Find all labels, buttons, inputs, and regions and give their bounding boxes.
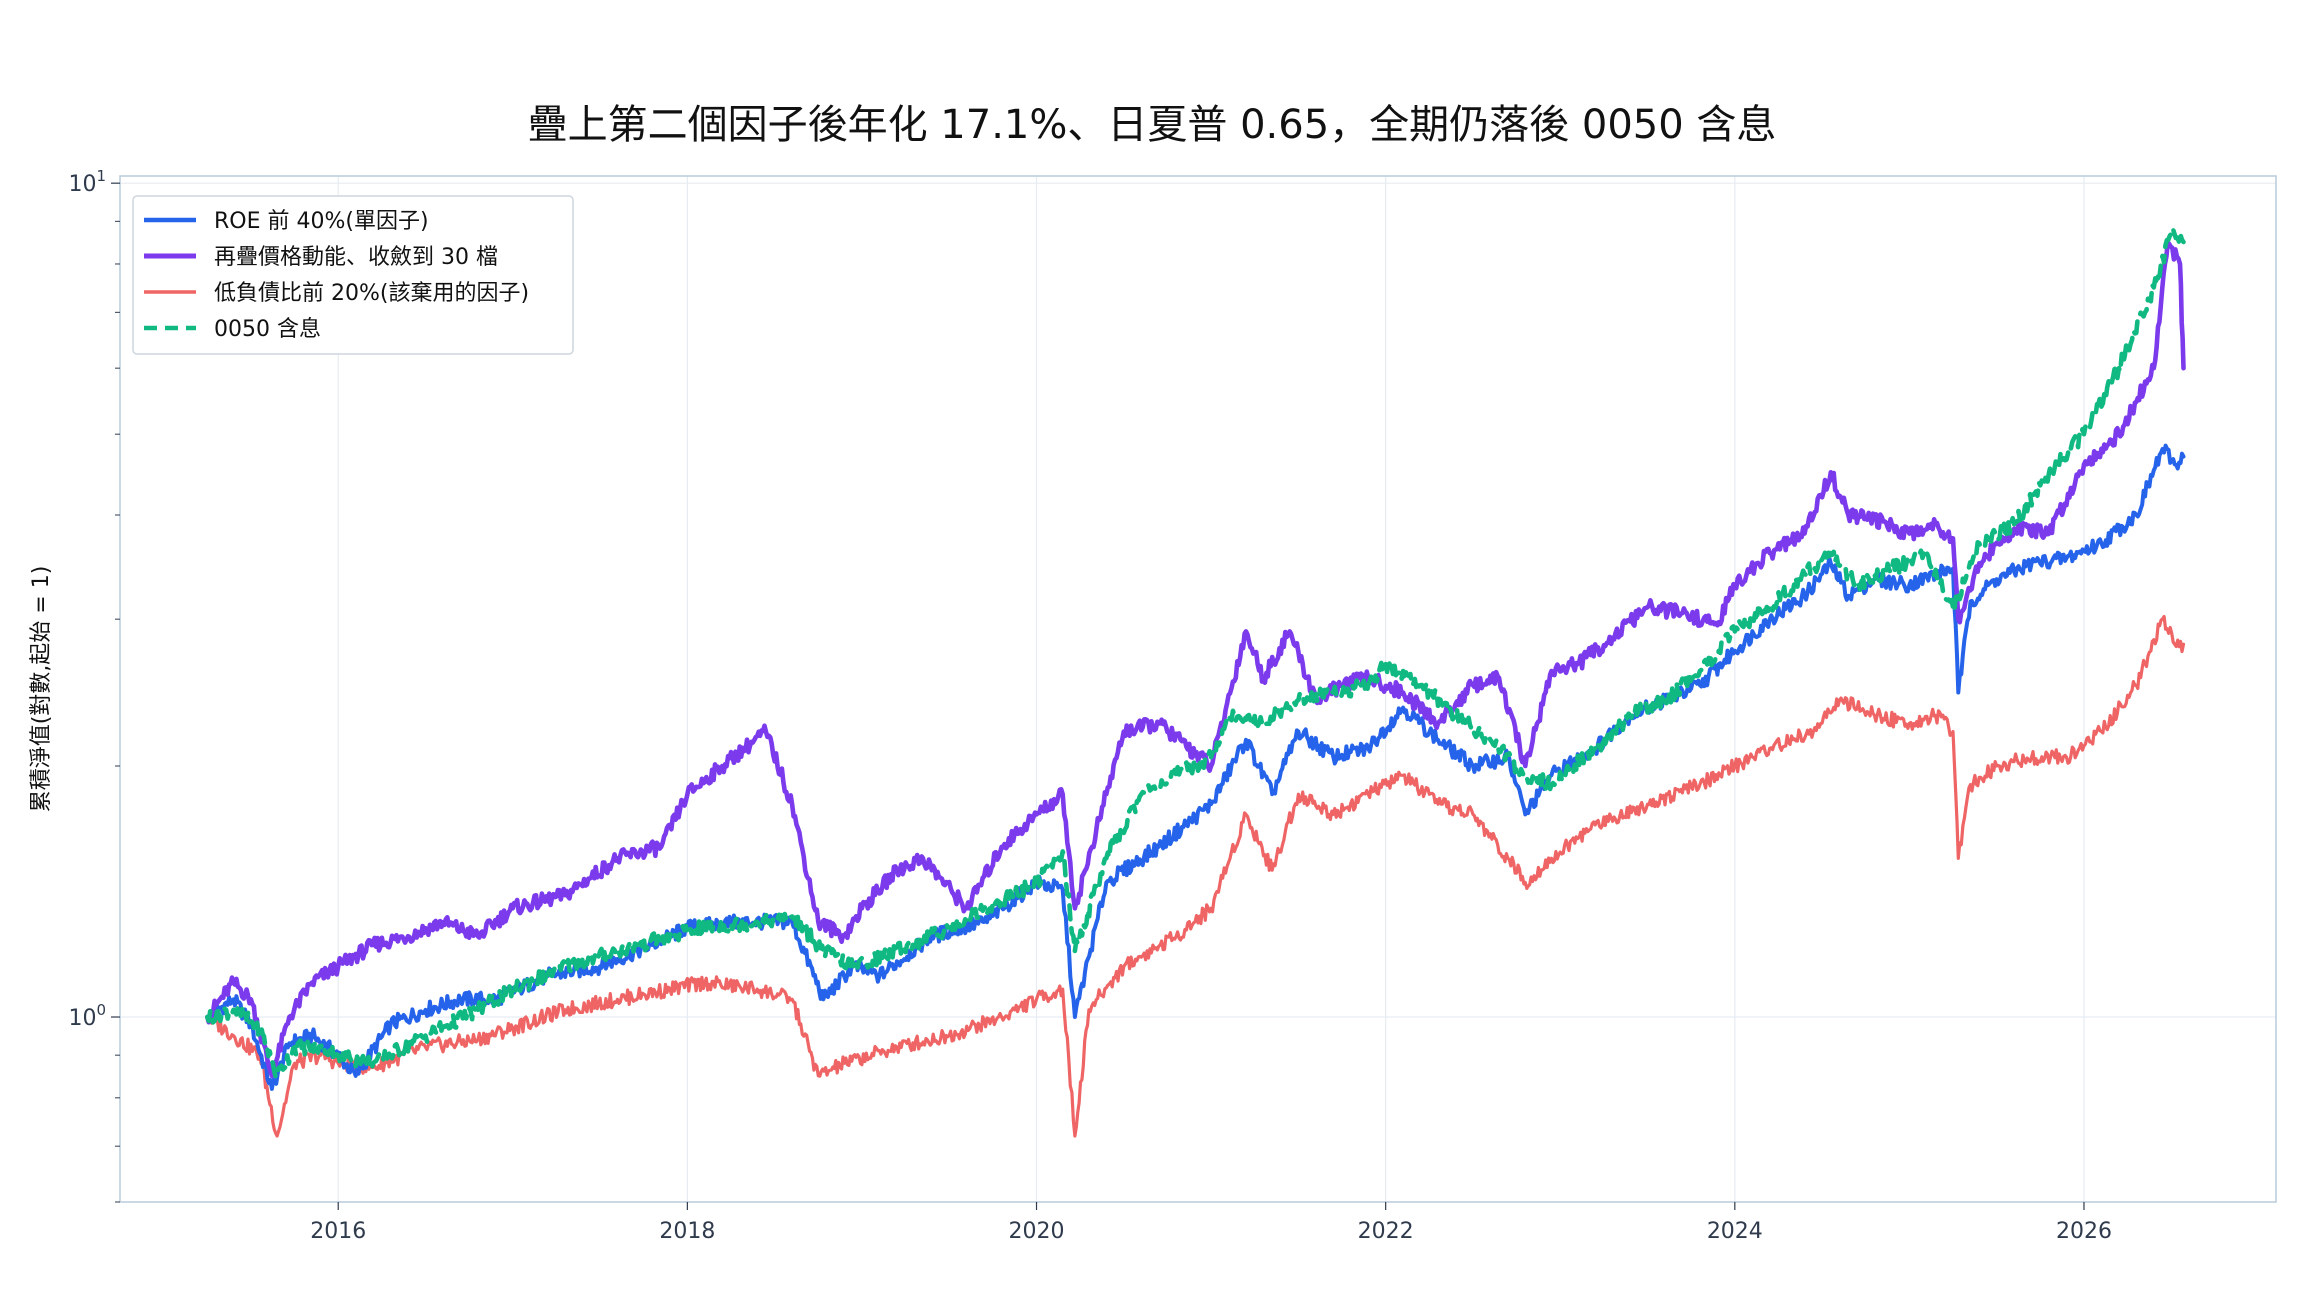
y-axis: 100 101 [68,167,120,1203]
x-tick-label: 2024 [1707,1219,1763,1244]
legend-label: 0050 含息 [214,317,321,342]
x-tick-label: 2020 [1009,1219,1065,1244]
legend-label: 再疊價格動能、收斂到 30 檔 [214,245,498,270]
y-tick-label: 101 [68,167,106,197]
chart-title: 疊上第二個因子後年化 17.1%、日夏普 0.65，全期仍落後 0050 含息 [527,102,1777,148]
x-tick-label: 2018 [659,1219,715,1244]
x-tick-label: 2026 [2056,1219,2112,1244]
x-axis: 2016 2018 2020 2022 2024 2026 [310,1202,2112,1244]
series-line-3 [205,614,2186,1138]
legend-label: ROE 前 40%(單因子) [214,209,429,234]
plot-frame [119,175,2277,1203]
x-tick-label: 2016 [310,1219,366,1244]
grid [120,176,2276,1202]
y-axis-label: 累積淨值(對數,起始 = 1) [29,566,54,813]
series-line-4 [205,226,2186,1080]
y-tick-label: 100 [68,1001,106,1031]
series-layer [205,226,2186,1138]
series-line-2 [205,239,2186,1079]
legend-label: 低負債比前 20%(該棄用的因子) [214,281,529,306]
legend-box [132,195,574,355]
x-tick-label: 2022 [1358,1219,1414,1244]
